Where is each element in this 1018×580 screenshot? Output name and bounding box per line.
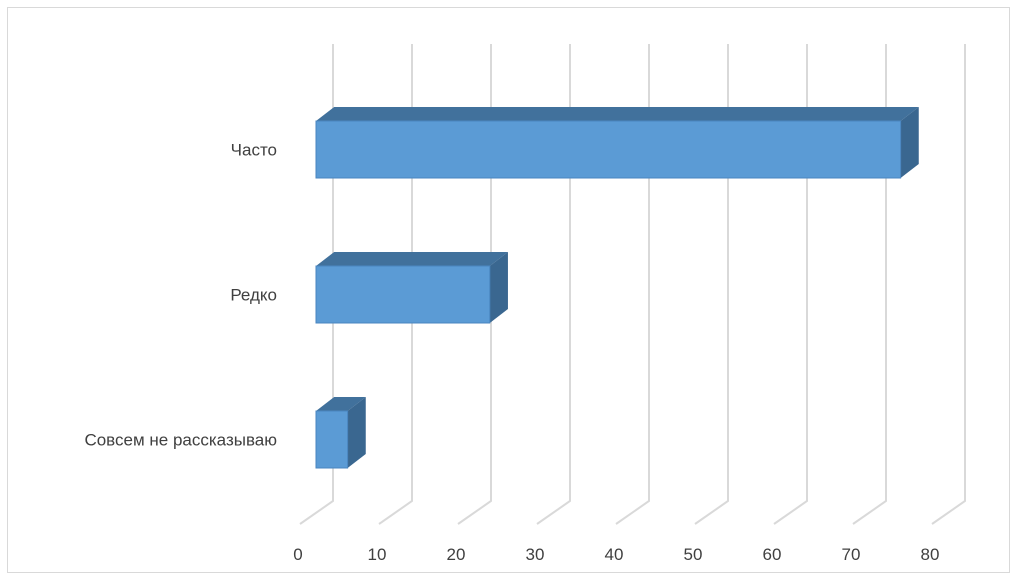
bars bbox=[315, 107, 919, 469]
bar bbox=[315, 410, 349, 469]
gridline bbox=[378, 44, 413, 525]
gridline bbox=[852, 44, 887, 525]
gridline bbox=[457, 44, 492, 525]
gridline bbox=[536, 44, 571, 525]
x-tick-label: 60 bbox=[763, 545, 782, 564]
gridline bbox=[615, 44, 650, 525]
x-tick-label: 40 bbox=[605, 545, 624, 564]
bar-top-face bbox=[316, 107, 919, 121]
bar-side-face bbox=[347, 397, 366, 468]
x-tick-label: 30 bbox=[526, 545, 545, 564]
x-tick-label: 70 bbox=[842, 545, 861, 564]
x-axis-ticks: 0 10 20 30 40 50 60 70 80 bbox=[293, 545, 939, 564]
x-tick-label: 50 bbox=[684, 545, 703, 564]
bar-side-face bbox=[489, 252, 508, 323]
gridlines bbox=[299, 44, 966, 525]
bar bbox=[315, 265, 491, 324]
category-label: Совсем не рассказываю bbox=[84, 431, 277, 450]
gridline bbox=[931, 44, 966, 525]
bar bbox=[315, 120, 902, 179]
bar-top-face bbox=[316, 397, 366, 411]
category-labels: Часто Редко Совсем не рассказываю bbox=[84, 141, 277, 450]
category-label: Часто bbox=[231, 141, 277, 160]
chart-frame bbox=[7, 7, 1010, 573]
category-label: Редко bbox=[230, 286, 277, 305]
gridline bbox=[299, 44, 334, 525]
x-tick-label: 80 bbox=[921, 545, 940, 564]
x-tick-label: 0 bbox=[293, 545, 302, 564]
gridline bbox=[773, 44, 808, 525]
bar-top-face bbox=[316, 252, 508, 266]
gridline bbox=[694, 44, 729, 525]
bar-side-face bbox=[900, 107, 919, 178]
x-tick-label: 10 bbox=[368, 545, 387, 564]
x-tick-label: 20 bbox=[447, 545, 466, 564]
